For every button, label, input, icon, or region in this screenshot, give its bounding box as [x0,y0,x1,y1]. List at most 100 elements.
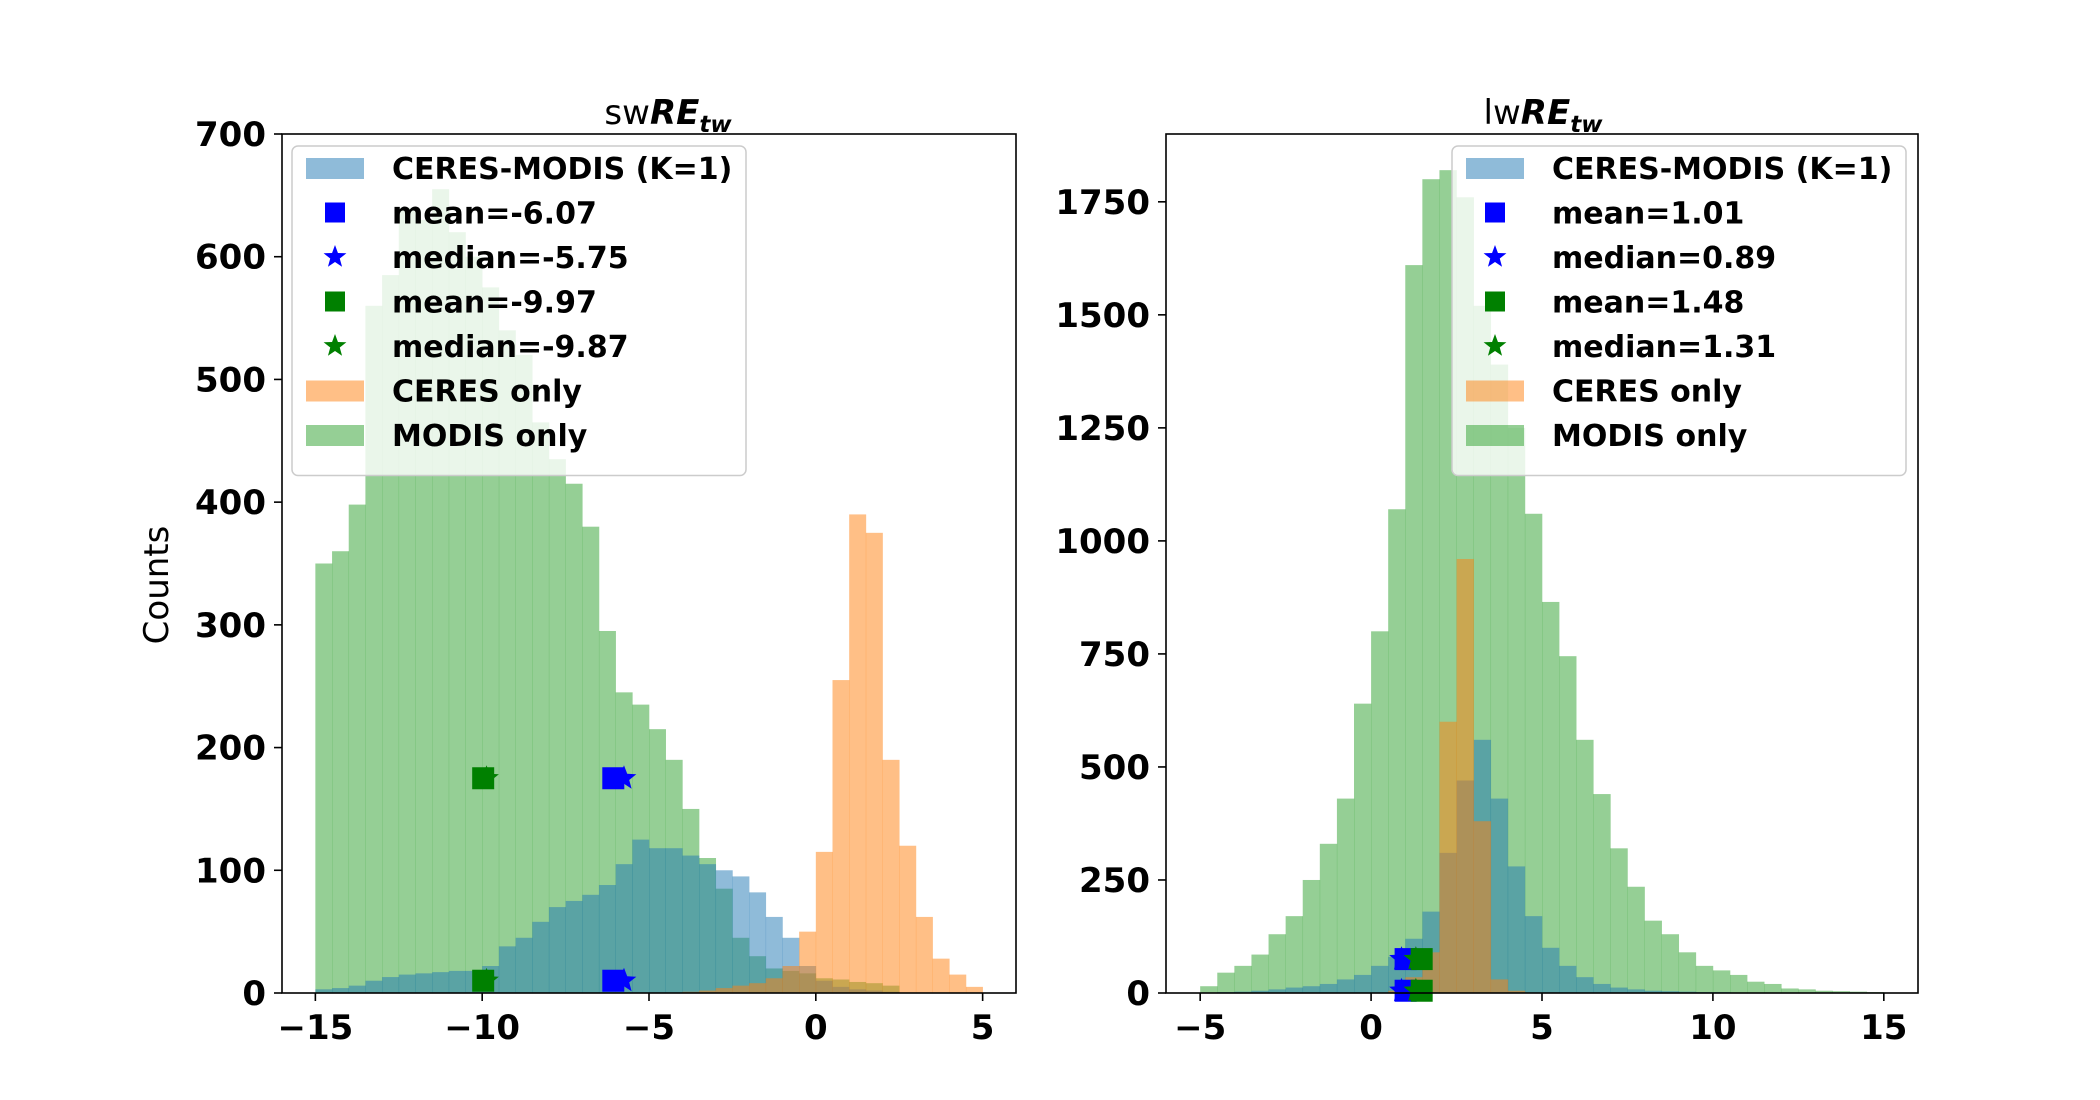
y-tick-label: 1750 [1055,183,1150,223]
median-marker [474,967,499,992]
legend-label: MODIS only [1552,419,1748,454]
histogram-bar [1764,983,1782,993]
x-tick-label: 0 [1359,1008,1383,1048]
histogram-bar [315,563,333,993]
histogram-bar [1712,970,1731,993]
legend-label: CERES only [392,375,582,410]
median-marker [1389,946,1414,970]
histogram-bar [332,988,350,993]
histogram-bar [515,937,533,993]
histogram-bar [715,988,733,993]
x-tick-label: 0 [804,1008,828,1048]
y-tick-label: 100 [195,851,266,891]
histogram-bar [1456,558,1474,993]
histogram-bar [815,851,833,993]
histogram-bar [682,855,700,993]
histogram-bar [432,972,450,993]
histogram-bar [1473,821,1492,993]
histogram-bar [1200,986,1218,993]
histogram-bar [1490,979,1509,993]
histogram-bar [1559,965,1577,993]
histogram-bar [699,990,717,993]
histogram-bar [1695,965,1714,993]
histogram-bar [1661,934,1680,993]
y-tick-label: 200 [195,729,266,769]
legend-star-marker [1483,334,1507,356]
right-title-prefix: lw [1484,93,1521,133]
histogram-bar [715,870,733,993]
x-tick-label: −5 [1174,1008,1226,1048]
histogram-bar [949,974,967,993]
histogram-bar [1251,954,1269,993]
legend-patch [306,158,364,179]
histogram-bar [1627,886,1645,993]
legend-label: median=-5.75 [392,241,629,276]
histogram-bar [1661,991,1680,993]
series-modis-only [1200,170,1918,993]
histogram-bar [1593,983,1611,993]
histogram-bar [532,921,550,993]
right-plot-area: −5 0 5 10 15 0 250 500 750 1000 1250 1500 1750 CERES-… [1055,133,1919,1048]
x-tick-label: 15 [1860,1008,1907,1048]
legend-star-marker [1483,245,1507,267]
histogram-bar [1559,656,1577,993]
histogram-bar [1422,179,1440,993]
histogram-bar [915,916,933,993]
histogram-bar [1319,983,1338,993]
histogram-bar [1217,972,1235,993]
legend-label: median=0.89 [1552,241,1776,276]
histogram-bar [415,973,433,993]
series-ceres-only [682,514,983,993]
histogram-bar [1371,965,1389,993]
median-marker [1389,977,1414,1002]
legend: CERES-MODIS (K=1) mean=1.01 median=0.89 mea… [1451,145,1907,477]
left-title-main: RE [650,93,699,133]
histogram-bar [582,894,600,993]
histogram-bar [1627,989,1645,993]
left-plot-area: −15 −10 −5 0 50100200300400500600700CERES-MO… [195,115,1017,1048]
y-tick-label: 0 [242,974,266,1014]
histogram-bar [1336,798,1355,993]
histogram-bar [348,985,366,993]
median-marker [611,967,637,992]
histogram-bar [1576,739,1594,993]
histogram-bar [1678,952,1697,993]
histogram-bar [532,422,550,993]
histogram-bars [1200,170,1918,993]
histogram-bar [732,985,750,993]
x-tick-label: −5 [623,1008,675,1048]
x-tick-label: 10 [1689,1008,1736,1048]
histogram-bar [749,892,767,993]
histogram-bar [382,977,400,993]
y-tick-label: 400 [195,483,266,523]
histogram-bar [1371,631,1389,993]
histogram-bar [1593,794,1611,993]
histogram-bar [1354,703,1372,993]
legend-label: MODIS only [392,419,588,454]
series-ceres-only [1371,558,1543,993]
histogram-bar [799,931,817,993]
series-ceres-modis-k-1- [315,839,900,993]
histogram-bar [1781,988,1799,993]
legend-box [291,145,747,477]
legend-square-marker [325,291,345,312]
histogram-bar [665,848,683,993]
histogram-bar [1354,974,1372,993]
histogram-bar [632,839,650,993]
y-tick-label: 0 [1126,974,1150,1014]
left-panel: swREtw Counts −15 −10 −5 0 50100200300400500… [137,93,1017,1048]
y-tick-label: 700 [195,115,266,155]
median-marker [1403,946,1429,970]
histogram-bar [365,305,383,993]
histogram-bar [498,946,516,993]
histogram-bar [332,551,350,993]
stat-markers [1389,946,1433,1002]
histogram-bar [1234,965,1252,993]
legend-label: median=1.31 [1552,330,1776,365]
y-tick-label: 600 [195,238,266,278]
histogram-bar [1610,987,1628,993]
histogram-bar [1302,986,1321,993]
legend-box [1451,145,1907,477]
histogram-bar [1576,977,1594,993]
histogram-bar [1507,866,1526,993]
